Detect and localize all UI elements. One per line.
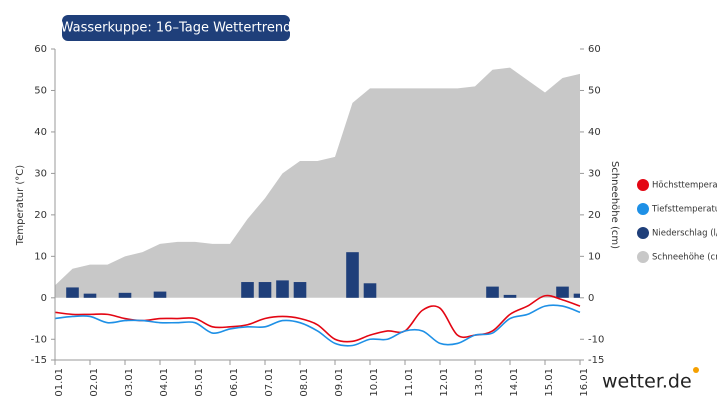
y2-tick-label: 60 bbox=[588, 44, 601, 55]
legend-marker bbox=[637, 251, 649, 263]
precip-bar bbox=[241, 282, 254, 298]
precip-bar bbox=[66, 287, 79, 298]
precip-bar bbox=[258, 282, 272, 298]
precip-bar bbox=[573, 293, 580, 298]
legend-marker bbox=[637, 203, 649, 215]
x-tick-label: 09.01 bbox=[334, 368, 345, 397]
x-tick-label: 05.01 bbox=[194, 368, 205, 397]
y2-tick-label: 40 bbox=[588, 127, 601, 138]
temp-line bbox=[54, 304, 581, 347]
temp-line bbox=[54, 294, 581, 343]
y-tick-label: 20 bbox=[34, 210, 47, 221]
x-tick-label: 03.01 bbox=[124, 368, 135, 397]
precip-bar bbox=[346, 252, 359, 298]
precip-bar bbox=[363, 283, 377, 298]
x-tick-label: 12.01 bbox=[439, 368, 450, 397]
precip-bar bbox=[153, 291, 167, 298]
precip-bar bbox=[556, 286, 569, 298]
y2-tick-label: 10 bbox=[588, 251, 601, 262]
y-axis-label: Temperatur (°C) bbox=[15, 165, 26, 246]
legend-label: Tiefsttemperatur bbox=[651, 205, 717, 215]
y-tick-label: 10 bbox=[34, 251, 47, 262]
legend-label: Höchsttemperatur bbox=[652, 181, 717, 191]
y2-tick-label: 20 bbox=[588, 210, 601, 221]
legend-marker bbox=[637, 227, 649, 239]
logo-dot bbox=[693, 367, 699, 373]
y-tick-label: 30 bbox=[34, 168, 47, 179]
snow-area bbox=[55, 67, 580, 298]
y-tick-label: 0 bbox=[41, 293, 47, 304]
precip-bar bbox=[276, 280, 289, 298]
precip-bar bbox=[83, 293, 97, 298]
x-tick-label: 16.01 bbox=[579, 368, 590, 397]
y-tick-label: 60 bbox=[34, 44, 47, 55]
x-tick-label: 15.01 bbox=[544, 368, 555, 397]
y-tick-label: -10 bbox=[31, 334, 47, 345]
chart-title: Wasserkuppe: 16–Tage Wettertrend bbox=[61, 21, 292, 36]
x-tick-label: 01.01 bbox=[54, 368, 65, 397]
x-tick-label: 04.01 bbox=[159, 368, 170, 397]
precip-bar bbox=[293, 282, 307, 298]
y2-tick-label: -15 bbox=[588, 355, 604, 366]
y-tick-label: 40 bbox=[34, 127, 47, 138]
x-tick-label: 11.01 bbox=[404, 368, 415, 397]
title-box bbox=[62, 15, 290, 41]
x-tick-label: 10.01 bbox=[369, 368, 380, 397]
legend-label: Niederschlag (l/m²) bbox=[652, 229, 717, 239]
precip-bar bbox=[486, 286, 499, 298]
x-tick-label: 02.01 bbox=[89, 368, 100, 397]
x-tick-label: 14.01 bbox=[509, 368, 520, 397]
x-tick-label: 07.01 bbox=[264, 368, 275, 397]
y2-tick-label: 0 bbox=[588, 293, 594, 304]
y-tick-label: 50 bbox=[34, 85, 47, 96]
x-tick-label: 13.01 bbox=[474, 368, 485, 397]
legend-marker bbox=[637, 179, 649, 191]
y2-tick-label: -10 bbox=[588, 334, 604, 345]
y2-axis-label: Schneehöhe (cm) bbox=[609, 161, 620, 249]
logo: wetter.de bbox=[602, 371, 692, 393]
legend-label: Schneehöhe (cm) bbox=[652, 253, 717, 263]
precip-bar bbox=[503, 294, 517, 298]
x-tick-label: 08.01 bbox=[299, 368, 310, 397]
y-tick-label: -15 bbox=[31, 355, 47, 366]
x-tick-label: 06.01 bbox=[229, 368, 240, 397]
plot bbox=[54, 67, 581, 347]
y2-tick-label: 30 bbox=[588, 168, 601, 179]
precip-bar bbox=[118, 292, 132, 298]
y2-tick-label: 50 bbox=[588, 85, 601, 96]
